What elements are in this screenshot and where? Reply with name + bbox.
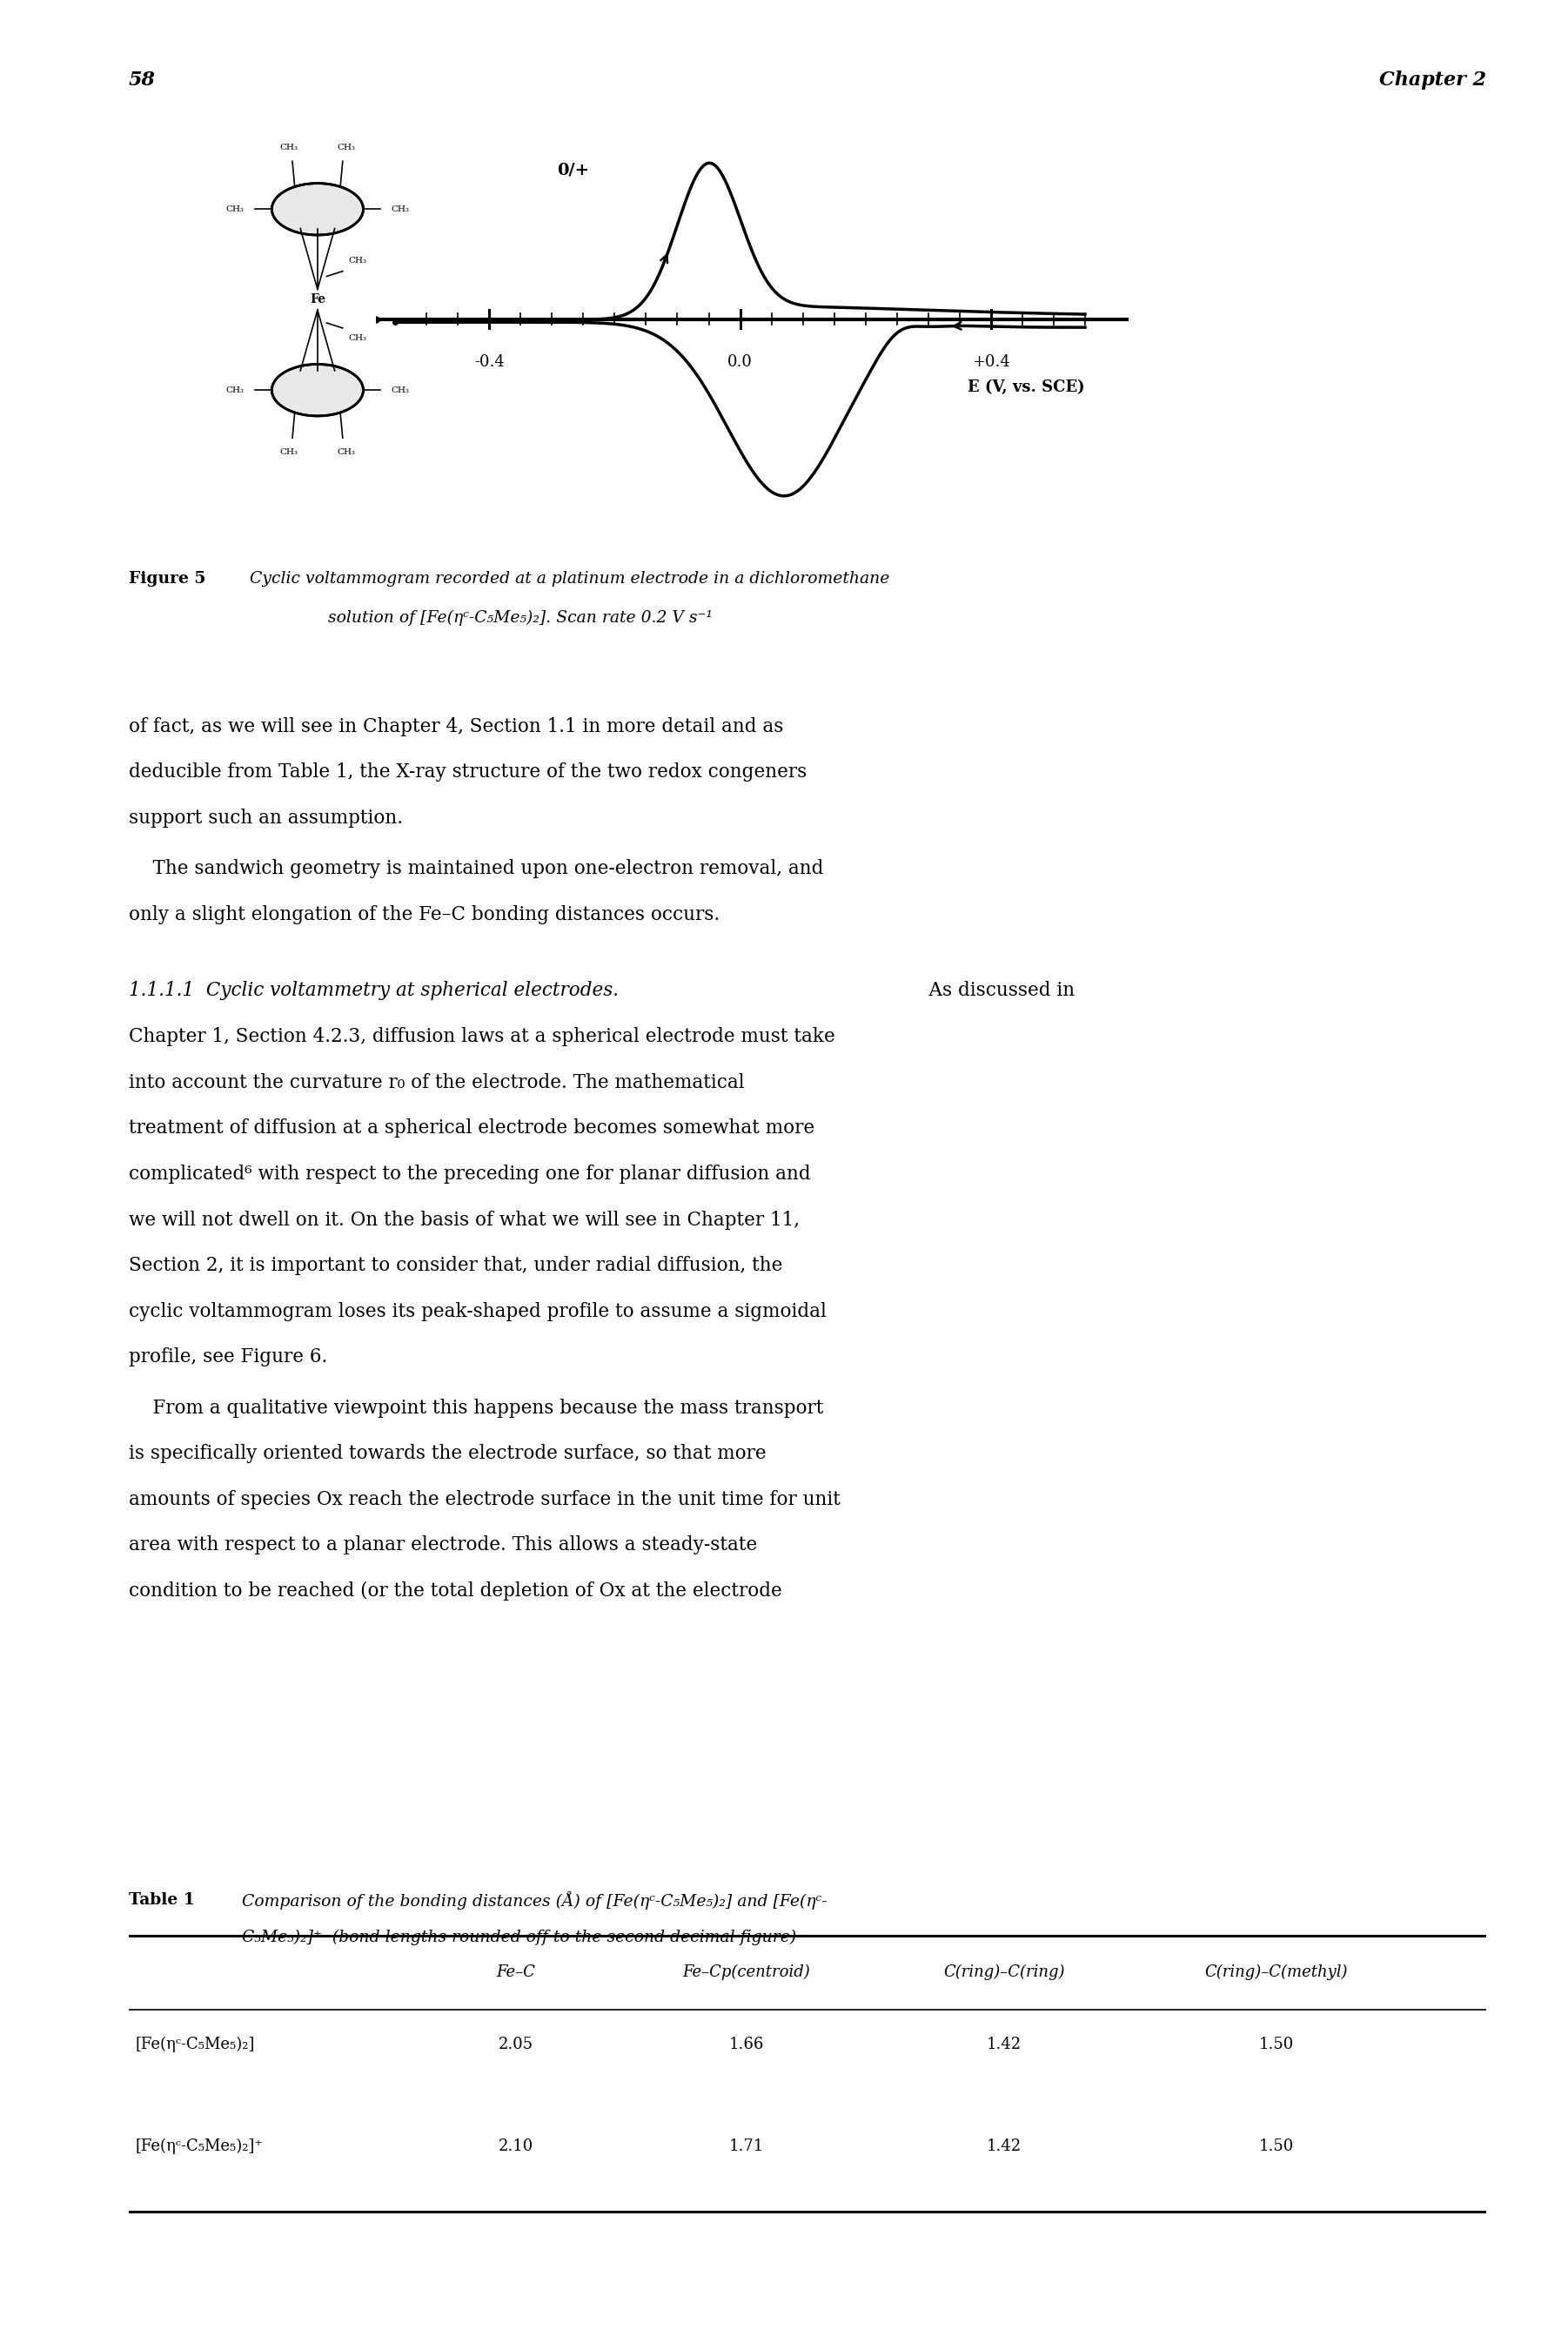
Text: Figure 5: Figure 5 bbox=[129, 571, 205, 588]
Text: 0.0: 0.0 bbox=[728, 355, 753, 369]
Text: CH₃: CH₃ bbox=[226, 385, 245, 395]
Text: CH₃: CH₃ bbox=[390, 204, 409, 214]
Text: 1.66: 1.66 bbox=[729, 2037, 764, 2052]
Text: cyclic voltammogram loses its peak-shaped profile to assume a sigmoidal: cyclic voltammogram loses its peak-shape… bbox=[129, 1302, 826, 1321]
Text: Fe–C: Fe–C bbox=[495, 1965, 535, 1981]
Text: 0/+: 0/+ bbox=[557, 162, 590, 179]
Text: E (V, vs. SCE): E (V, vs. SCE) bbox=[967, 378, 1085, 395]
Text: 1.50: 1.50 bbox=[1259, 2138, 1294, 2155]
Text: CH₃: CH₃ bbox=[337, 449, 356, 456]
Text: complicated⁶ with respect to the preceding one for planar diffusion and: complicated⁶ with respect to the precedi… bbox=[129, 1166, 811, 1184]
Text: 1.50: 1.50 bbox=[1259, 2037, 1294, 2052]
Text: 1.42: 1.42 bbox=[986, 2037, 1022, 2052]
Text: condition to be reached (or the total depletion of Ox at the electrode: condition to be reached (or the total de… bbox=[129, 1582, 782, 1600]
Text: 1.71: 1.71 bbox=[729, 2138, 764, 2155]
Text: From a qualitative viewpoint this happens because the mass transport: From a qualitative viewpoint this happen… bbox=[129, 1398, 823, 1417]
Text: Chapter 1, Section 4.2.3, diffusion laws at a spherical electrode must take: Chapter 1, Section 4.2.3, diffusion laws… bbox=[129, 1027, 834, 1046]
Text: deducible from Table 1, the X-ray structure of the two redox congeners: deducible from Table 1, the X-ray struct… bbox=[129, 764, 806, 783]
Text: into account the curvature r₀ of the electrode. The mathematical: into account the curvature r₀ of the ele… bbox=[129, 1072, 745, 1093]
Text: C(ring)–C(ring): C(ring)–C(ring) bbox=[944, 1965, 1065, 1981]
Polygon shape bbox=[271, 364, 364, 416]
Text: 2.10: 2.10 bbox=[499, 2138, 533, 2155]
Text: CH₃: CH₃ bbox=[279, 449, 298, 456]
Text: CH₃: CH₃ bbox=[226, 204, 245, 214]
Text: treatment of diffusion at a spherical electrode becomes somewhat more: treatment of diffusion at a spherical el… bbox=[129, 1119, 814, 1137]
Polygon shape bbox=[271, 183, 364, 235]
Text: CH₃: CH₃ bbox=[279, 143, 298, 150]
Text: Section 2, it is important to consider that, under radial diffusion, the: Section 2, it is important to consider t… bbox=[129, 1257, 782, 1276]
Text: 58: 58 bbox=[129, 70, 155, 89]
Text: C(ring)–C(methyl): C(ring)–C(methyl) bbox=[1204, 1965, 1347, 1981]
Text: The sandwich geometry is maintained upon one-electron removal, and: The sandwich geometry is maintained upon… bbox=[129, 860, 823, 879]
Text: 1.42: 1.42 bbox=[986, 2138, 1022, 2155]
Text: CH₃: CH₃ bbox=[348, 256, 367, 266]
Text: C₅Me₅)₂]⁺  (bond lengths rounded off to the second decimal figure): C₅Me₅)₂]⁺ (bond lengths rounded off to t… bbox=[241, 1929, 797, 1946]
Text: we will not dwell on it. On the basis of what we will see in Chapter 11,: we will not dwell on it. On the basis of… bbox=[129, 1210, 800, 1229]
Text: CH₃: CH₃ bbox=[348, 334, 367, 343]
Text: only a slight elongation of the Fe–C bonding distances occurs.: only a slight elongation of the Fe–C bon… bbox=[129, 905, 720, 924]
Text: profile, see Figure 6.: profile, see Figure 6. bbox=[129, 1349, 328, 1368]
Text: 2.05: 2.05 bbox=[499, 2037, 533, 2052]
Text: is specifically oriented towards the electrode surface, so that more: is specifically oriented towards the ele… bbox=[129, 1445, 767, 1464]
Text: CH₃: CH₃ bbox=[337, 143, 356, 150]
Text: CH₃: CH₃ bbox=[390, 385, 409, 395]
Text: As discussed in: As discussed in bbox=[905, 982, 1074, 1001]
Text: +0.4: +0.4 bbox=[972, 355, 1010, 369]
Text: Cyclic voltammogram recorded at a platinum electrode in a dichloromethane: Cyclic voltammogram recorded at a platin… bbox=[249, 571, 889, 588]
Text: Fe: Fe bbox=[310, 294, 325, 306]
Text: Comparison of the bonding distances (Å) of [Fe(ηᶜ-C₅Me₅)₂] and [Fe(ηᶜ-: Comparison of the bonding distances (Å) … bbox=[241, 1892, 826, 1911]
Text: amounts of species Ox reach the electrode surface in the unit time for unit: amounts of species Ox reach the electrod… bbox=[129, 1490, 840, 1509]
Text: of fact, as we will see in Chapter 4, Section 1.1 in more detail and as: of fact, as we will see in Chapter 4, Se… bbox=[129, 717, 784, 736]
Text: Fe–Cp(centroid): Fe–Cp(centroid) bbox=[682, 1965, 811, 1981]
Text: Table 1: Table 1 bbox=[129, 1892, 194, 1908]
Text: 1.1.1.1  Cyclic voltammetry at spherical electrodes.: 1.1.1.1 Cyclic voltammetry at spherical … bbox=[129, 982, 618, 1001]
Text: [Fe(ηᶜ-C₅Me₅)₂]⁺: [Fe(ηᶜ-C₅Me₅)₂]⁺ bbox=[135, 2138, 263, 2155]
Text: support such an assumption.: support such an assumption. bbox=[129, 808, 403, 827]
Text: [Fe(ηᶜ-C₅Me₅)₂]: [Fe(ηᶜ-C₅Me₅)₂] bbox=[135, 2037, 256, 2052]
Text: -0.4: -0.4 bbox=[474, 355, 505, 369]
Text: Chapter 2: Chapter 2 bbox=[1380, 70, 1486, 89]
Text: solution of [Fe(ηᶜ-C₅Me₅)₂]. Scan rate 0.2 V s⁻¹: solution of [Fe(ηᶜ-C₅Me₅)₂]. Scan rate 0… bbox=[328, 609, 712, 625]
Text: area with respect to a planar electrode. This allows a steady-state: area with respect to a planar electrode.… bbox=[129, 1537, 757, 1556]
